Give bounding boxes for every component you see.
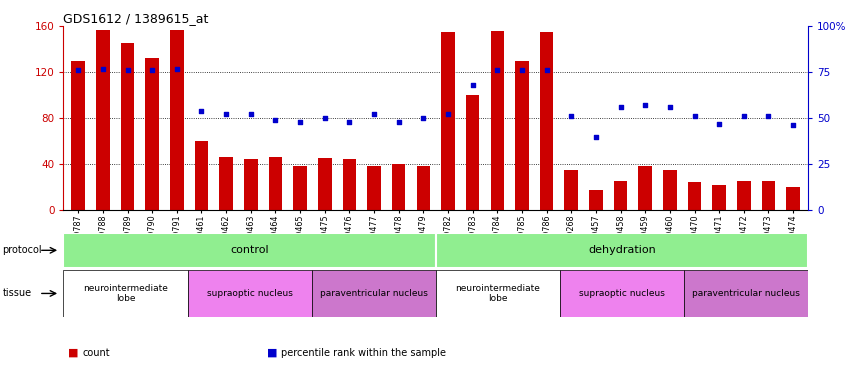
Point (564, 113, 578, 119)
Text: count: count (82, 348, 110, 357)
Text: neurointermediate
lobe: neurointermediate lobe (455, 284, 540, 303)
Bar (195, 141, 208, 210)
Bar (712, 185, 726, 210)
Bar (343, 159, 356, 210)
Text: supraoptic nucleus: supraoptic nucleus (206, 289, 293, 298)
Bar (639, 166, 652, 210)
Point (195, 108, 208, 114)
Bar (787, 187, 800, 210)
Point (244, 111, 257, 117)
Text: supraoptic nucleus: supraoptic nucleus (579, 289, 665, 298)
Text: ■: ■ (266, 348, 277, 357)
Bar (63, 232, 436, 268)
Bar (269, 157, 283, 210)
Bar (96, 30, 110, 210)
Point (392, 119, 405, 125)
Bar (294, 166, 307, 210)
Bar (491, 31, 504, 210)
Point (688, 113, 701, 119)
Text: ■: ■ (68, 348, 78, 357)
Point (491, 68, 504, 74)
Point (269, 117, 283, 123)
Bar (367, 166, 381, 210)
Bar (540, 32, 553, 210)
Point (318, 115, 332, 121)
Bar (560, 270, 684, 317)
Text: paraventricular nucleus: paraventricular nucleus (320, 289, 427, 298)
Bar (219, 157, 233, 210)
Bar (515, 61, 529, 210)
Point (737, 113, 750, 119)
Bar (564, 170, 578, 210)
Bar (121, 44, 135, 210)
Point (761, 113, 775, 119)
Bar (146, 58, 159, 210)
Point (146, 68, 159, 74)
Point (367, 111, 381, 117)
Bar (737, 181, 750, 210)
Bar (436, 232, 808, 268)
Point (639, 102, 652, 108)
Bar (170, 30, 184, 210)
Bar (684, 270, 808, 317)
Bar (188, 270, 311, 317)
Text: tissue: tissue (3, 288, 31, 298)
Bar (318, 158, 332, 210)
Point (712, 121, 726, 127)
Bar (761, 181, 775, 210)
Text: neurointermediate
lobe: neurointermediate lobe (83, 284, 168, 303)
Bar (416, 166, 430, 210)
Bar (466, 95, 480, 210)
Point (71, 68, 85, 74)
Bar (392, 164, 405, 210)
Point (589, 134, 602, 140)
Point (96, 66, 110, 72)
Text: protocol: protocol (3, 245, 42, 255)
Point (442, 111, 455, 117)
Bar (436, 270, 560, 317)
Point (540, 68, 553, 74)
Bar (663, 170, 677, 210)
Bar (442, 32, 455, 210)
Point (121, 68, 135, 74)
Bar (589, 190, 602, 210)
Text: percentile rank within the sample: percentile rank within the sample (281, 348, 446, 357)
Point (219, 111, 233, 117)
Text: control: control (230, 245, 269, 255)
Text: paraventricular nucleus: paraventricular nucleus (692, 289, 799, 298)
Point (787, 123, 800, 129)
Point (343, 119, 356, 125)
Text: dehydration: dehydration (588, 245, 656, 255)
Point (170, 66, 184, 72)
Point (466, 82, 480, 88)
Point (416, 115, 430, 121)
Bar (63, 270, 188, 317)
Point (663, 104, 677, 110)
Bar (71, 61, 85, 210)
Bar (614, 181, 628, 210)
Point (614, 104, 628, 110)
Point (294, 119, 307, 125)
Text: GDS1612 / 1389615_at: GDS1612 / 1389615_at (63, 12, 209, 25)
Point (515, 68, 529, 74)
Bar (244, 159, 257, 210)
Bar (311, 270, 436, 317)
Bar (688, 183, 701, 210)
